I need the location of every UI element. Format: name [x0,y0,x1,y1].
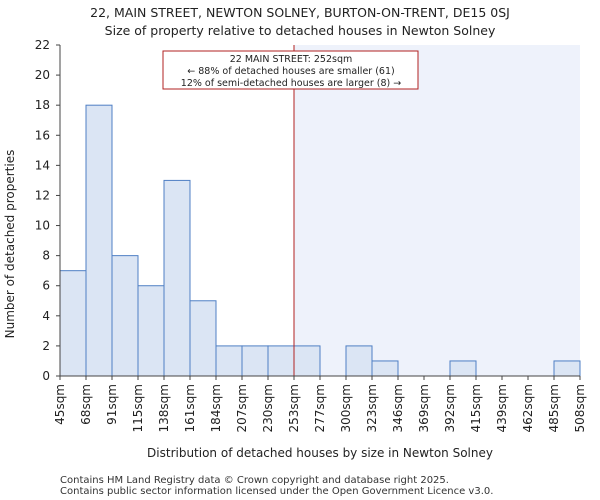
x-tick-label: 91sqm [105,384,119,425]
x-tick-label: 415sqm [469,384,483,432]
bar-68sqm [85,104,113,377]
bar-230sqm [267,345,295,377]
y-tick-label: 20 [35,68,50,82]
y-tick-label: 2 [42,339,50,353]
x-tick-label: 230sqm [261,384,275,432]
x-tick-label: 369sqm [417,384,431,432]
annotation-line1: 22 MAIN STREET: 252sqm [230,54,353,65]
y-axis-label: Number of detached properties [3,150,17,339]
x-tick-label: 45sqm [53,384,67,425]
highlight-region [294,45,580,376]
x-tick-label: 485sqm [547,384,561,432]
chart-title-line2: Size of property relative to detached ho… [105,23,496,38]
bar-253sqm [293,345,321,377]
bar-161sqm [189,300,217,377]
bar-207sqm [241,345,269,377]
bars-group [59,104,581,377]
x-ticks-group: 45sqm 68sqm 91sqm 115sqm 138sqm 161sqm 184sqm 2… [53,376,587,432]
x-tick-label: 439sqm [495,384,509,432]
x-tick-label: 392sqm [443,384,457,432]
bar-184sqm [215,345,243,377]
bar-485sqm [553,360,581,377]
bar-115sqm [137,285,165,377]
bar-392sqm [449,360,477,377]
y-tick-label: 16 [35,128,50,142]
bar-45sqm [59,270,87,377]
bar-300sqm [345,345,373,377]
bar-323sqm [371,360,399,377]
y-tick-label: 0 [42,369,50,383]
y-tick-label: 18 [35,98,50,112]
x-tick-label: 346sqm [391,384,405,432]
footer-line1: Contains HM Land Registry data © Crown c… [60,475,449,486]
x-tick-label: 184sqm [209,384,223,432]
y-tick-label: 6 [42,279,50,293]
x-tick-label: 161sqm [183,384,197,432]
y-tick-label: 8 [42,249,50,263]
annotation-frame [162,50,419,90]
y-tick-label: 12 [35,188,50,202]
annotation-line2: ← 88% of detached houses are smaller (61… [187,66,394,77]
footer-line2: Contains public sector information licen… [60,486,493,497]
x-tick-label: 300sqm [339,384,353,432]
x-tick-label: 277sqm [313,384,327,432]
x-tick-label: 323sqm [365,384,379,432]
annotation-box: 22 MAIN STREET: 252sqm ← 88% of detached… [162,50,419,90]
chart-title-line1: 22, MAIN STREET, NEWTON SOLNEY, BURTON-O… [90,5,510,20]
bar-138sqm [163,179,191,377]
y-tick-label: 22 [35,38,50,52]
x-tick-label: 508sqm [573,384,587,432]
x-tick-label: 462sqm [521,384,535,432]
annotation-line3: 12% of semi-detached houses are larger (… [181,78,401,89]
y-ticks-group: 0 2 4 6 8 10 12 14 16 18 20 22 [35,38,60,383]
x-tick-label: 138sqm [157,384,171,432]
y-tick-label: 14 [35,158,50,172]
x-axis-label: Distribution of detached houses by size … [147,446,493,460]
y-tick-label: 10 [35,219,50,233]
y-tick-label: 4 [42,309,50,323]
x-tick-label: 207sqm [235,384,249,432]
x-tick-label: 68sqm [79,384,93,425]
x-tick-label: 115sqm [131,384,145,432]
bar-91sqm [111,255,139,377]
x-tick-label: 253sqm [287,384,301,432]
